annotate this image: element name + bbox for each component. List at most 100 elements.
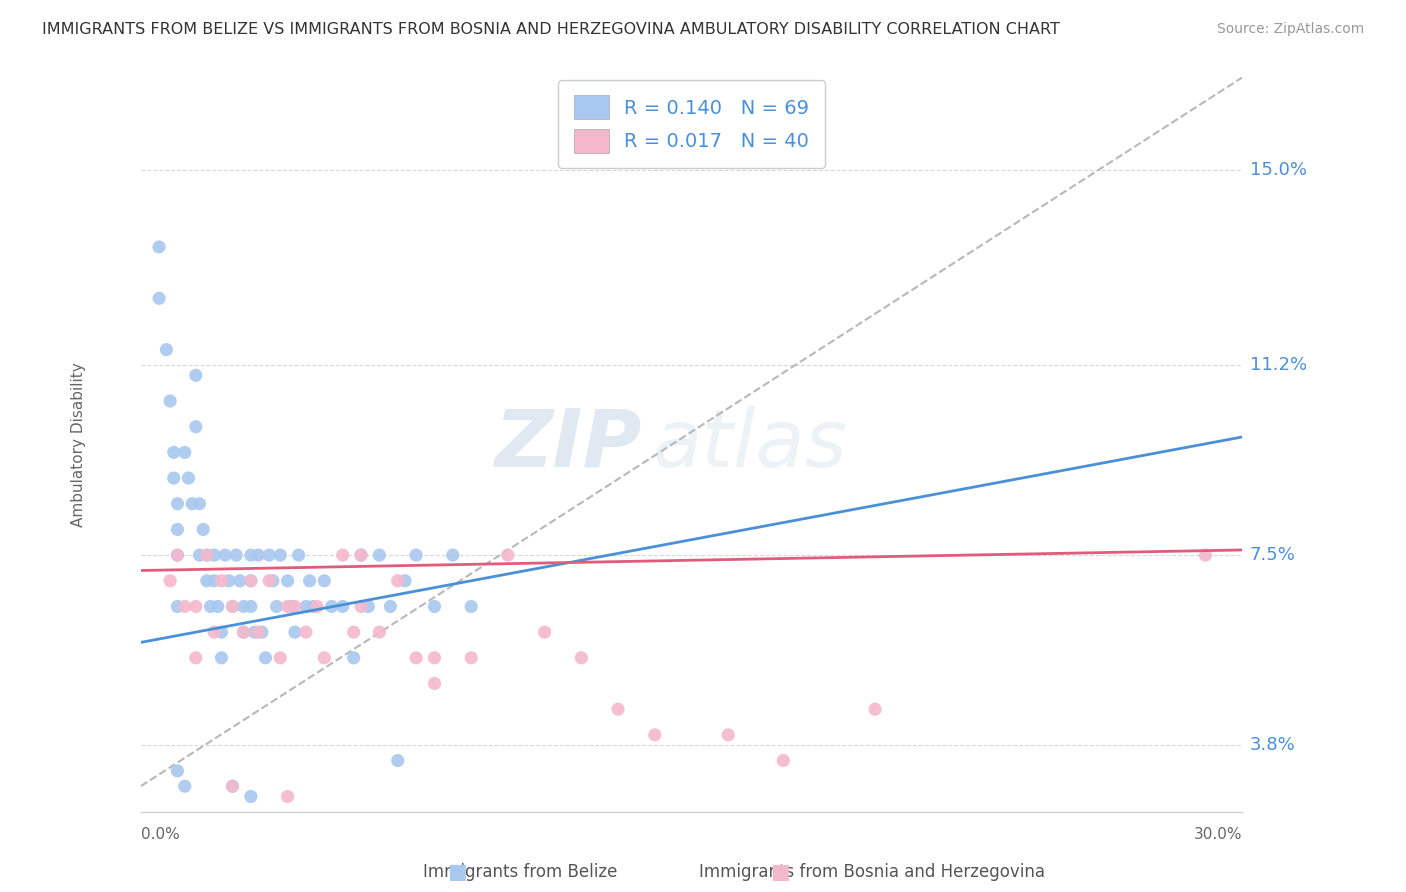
Point bbox=[239, 599, 262, 614]
Point bbox=[314, 574, 336, 588]
Text: Immigrants from Bosnia and Herzegovina: Immigrants from Bosnia and Herzegovina bbox=[699, 863, 1045, 881]
Point bbox=[239, 574, 262, 588]
Point bbox=[405, 548, 427, 562]
Point bbox=[277, 789, 299, 804]
Point bbox=[305, 599, 328, 614]
Point bbox=[195, 548, 218, 562]
Point bbox=[423, 650, 446, 665]
Point bbox=[387, 574, 409, 588]
Point bbox=[218, 574, 240, 588]
Point bbox=[221, 599, 243, 614]
Point bbox=[181, 497, 204, 511]
Point bbox=[195, 574, 218, 588]
Point bbox=[166, 497, 188, 511]
Point bbox=[173, 445, 195, 459]
Text: 7.5%: 7.5% bbox=[1250, 546, 1295, 564]
Point bbox=[533, 625, 555, 640]
Point bbox=[148, 240, 170, 254]
Point bbox=[284, 599, 307, 614]
Point bbox=[211, 574, 233, 588]
Point bbox=[284, 625, 307, 640]
Point bbox=[166, 523, 188, 537]
Point bbox=[280, 599, 302, 614]
Point bbox=[644, 728, 666, 742]
Point bbox=[287, 548, 309, 562]
Point bbox=[239, 548, 262, 562]
Point bbox=[195, 548, 218, 562]
Legend: R = 0.140   N = 69, R = 0.017   N = 40: R = 0.140 N = 69, R = 0.017 N = 40 bbox=[558, 79, 825, 168]
Point bbox=[239, 789, 262, 804]
Point bbox=[177, 471, 200, 485]
Point bbox=[188, 497, 211, 511]
Point bbox=[184, 599, 207, 614]
Point bbox=[277, 599, 299, 614]
Point bbox=[166, 548, 188, 562]
Point bbox=[207, 599, 229, 614]
Point bbox=[394, 574, 416, 588]
Point bbox=[254, 650, 277, 665]
Point bbox=[221, 599, 243, 614]
Point bbox=[332, 548, 354, 562]
Point bbox=[159, 574, 181, 588]
Point bbox=[863, 702, 886, 716]
Text: 3.8%: 3.8% bbox=[1250, 736, 1295, 754]
Point bbox=[350, 599, 373, 614]
Point bbox=[232, 625, 254, 640]
Point bbox=[148, 291, 170, 305]
Point bbox=[350, 548, 373, 562]
Point bbox=[298, 574, 321, 588]
Point bbox=[314, 650, 336, 665]
Point bbox=[239, 574, 262, 588]
Point bbox=[350, 548, 373, 562]
Text: 30.0%: 30.0% bbox=[1194, 827, 1243, 842]
Point bbox=[173, 779, 195, 793]
Text: Ambulatory Disability: Ambulatory Disability bbox=[70, 362, 86, 527]
Point bbox=[380, 599, 402, 614]
Point bbox=[269, 650, 291, 665]
Point bbox=[332, 599, 354, 614]
Point bbox=[159, 394, 181, 409]
Point bbox=[188, 548, 211, 562]
Point bbox=[343, 650, 366, 665]
Point bbox=[202, 548, 225, 562]
Point bbox=[1194, 548, 1216, 562]
Point bbox=[269, 548, 291, 562]
Point bbox=[221, 779, 243, 793]
Point bbox=[368, 548, 391, 562]
Point bbox=[387, 754, 409, 768]
Point bbox=[163, 471, 186, 485]
Text: ■: ■ bbox=[770, 863, 790, 882]
Point bbox=[214, 548, 236, 562]
Text: 15.0%: 15.0% bbox=[1250, 161, 1306, 179]
Point bbox=[184, 650, 207, 665]
Point bbox=[247, 548, 270, 562]
Point bbox=[368, 625, 391, 640]
Point bbox=[262, 574, 284, 588]
Point bbox=[225, 548, 247, 562]
Point bbox=[343, 625, 366, 640]
Text: 0.0%: 0.0% bbox=[141, 827, 180, 842]
Point bbox=[247, 625, 270, 640]
Point bbox=[295, 625, 318, 640]
Point bbox=[321, 599, 343, 614]
Point bbox=[357, 599, 380, 614]
Text: Source: ZipAtlas.com: Source: ZipAtlas.com bbox=[1216, 22, 1364, 37]
Point bbox=[460, 599, 482, 614]
Point bbox=[257, 574, 280, 588]
Point bbox=[295, 599, 318, 614]
Point bbox=[163, 445, 186, 459]
Point bbox=[221, 779, 243, 793]
Point bbox=[166, 599, 188, 614]
Point bbox=[569, 650, 592, 665]
Text: atlas: atlas bbox=[652, 406, 848, 483]
Point bbox=[496, 548, 519, 562]
Point bbox=[232, 599, 254, 614]
Point bbox=[266, 599, 288, 614]
Point bbox=[423, 599, 446, 614]
Point bbox=[607, 702, 630, 716]
Point bbox=[302, 599, 325, 614]
Point bbox=[423, 676, 446, 690]
Point bbox=[202, 625, 225, 640]
Point bbox=[243, 625, 266, 640]
Text: Immigrants from Belize: Immigrants from Belize bbox=[423, 863, 617, 881]
